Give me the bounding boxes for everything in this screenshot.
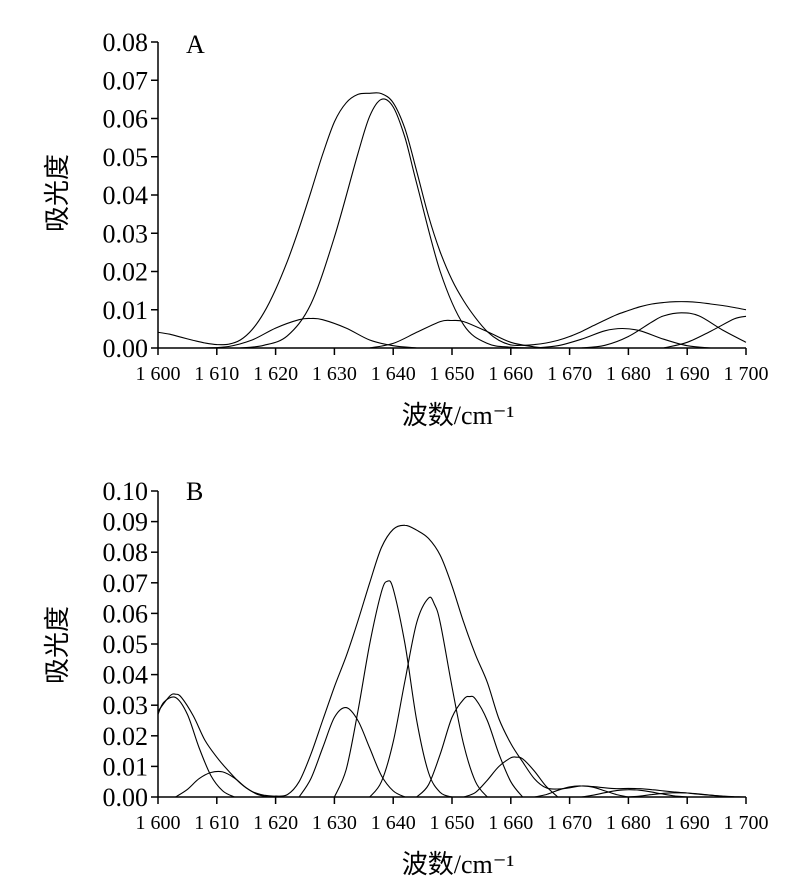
chart-panel-a: A 吸光度 波数/cm⁻¹ 0.00 0.01 0.02 0.03 0.04 0.05 0.… xyxy=(43,28,769,430)
chart-panel-b: B 吸光度 波数/cm⁻¹ 0.000.010.020.030.040.050.… xyxy=(43,477,769,879)
panel-a-y-tick-label: 0.01 xyxy=(103,296,149,325)
panel-b-y-tick-label: 0.01 xyxy=(103,752,149,781)
panel-b-label: B xyxy=(186,477,203,506)
panel-b-fitted-band-line xyxy=(581,789,688,798)
panel-b-fitted-band-line xyxy=(157,696,235,798)
panel-b-fitted-band-line xyxy=(628,792,735,798)
panel-b-x-tick-label: 1 650 xyxy=(430,812,475,834)
panel-b-x-tick-label: 1 630 xyxy=(312,812,357,834)
panel-a-fitted-band-line xyxy=(369,319,547,349)
panel-a-x-tick-label: 1 650 xyxy=(430,363,475,385)
panel-b-y-tick-label: 0.02 xyxy=(103,722,149,751)
panel-a-x-tick-label: 1 700 xyxy=(724,363,769,385)
panel-b-y-tick-label: 0.08 xyxy=(103,538,149,567)
panel-b-x-tick-label: 1 700 xyxy=(724,812,769,834)
panel-b-fitted-band-line xyxy=(369,596,488,798)
panel-b-x-tick-label: 1 660 xyxy=(488,812,533,834)
panel-b-y-axis-label: 吸光度 xyxy=(43,606,72,684)
panel-b-x-tick-label: 1 640 xyxy=(371,812,416,834)
panel-b-x-axis-label: 波数/cm⁻¹ xyxy=(402,850,515,879)
panel-a-y-tick-label: 0.04 xyxy=(103,181,149,210)
panel-b-y-tick-label: 0.10 xyxy=(103,477,149,506)
panel-b-x-tick-label: 1 690 xyxy=(665,812,710,834)
panel-a-fitted-band-line xyxy=(240,98,535,349)
panel-b-x-tick-label: 1 670 xyxy=(547,812,592,834)
panel-a-x-axis-label: 波数/cm⁻¹ xyxy=(402,401,515,430)
panel-a-y-tick-label: 0.02 xyxy=(103,258,149,287)
panel-a-x-tick-label: 1 620 xyxy=(253,363,298,385)
panel-a-x-tick-label: 1 680 xyxy=(606,363,651,385)
panel-a-y-tick-label: 0.08 xyxy=(103,28,149,57)
panel-a-x-tick-label: 1 630 xyxy=(312,363,357,385)
panel-b-x-tick-label: 1 610 xyxy=(194,812,239,834)
panel-a-label: A xyxy=(186,30,205,59)
panel-a-x-tick-label: 1 670 xyxy=(547,363,592,385)
panel-b-y-tick-label: 0.09 xyxy=(103,508,149,537)
panel-a-y-tick-label: 0.06 xyxy=(103,105,149,134)
panel-a-y-tick-label: 0.05 xyxy=(103,143,149,172)
panel-b-fitted-band-line xyxy=(175,770,270,798)
panel-b-y-tick-label: 0.03 xyxy=(103,691,149,720)
panel-a-x-tick-label: 1 610 xyxy=(194,363,239,385)
panel-b-spectrum-line xyxy=(157,524,747,798)
panel-a-fitted-band-line xyxy=(534,327,711,349)
panel-a-fitted-band-line xyxy=(663,315,747,349)
panel-a-y-tick-label: 0.07 xyxy=(103,66,149,95)
panel-b-x-tick-label: 1 620 xyxy=(253,812,298,834)
panel-a-x-tick-label: 1 690 xyxy=(665,363,710,385)
panel-b-fitted-band-line xyxy=(534,785,629,798)
panel-a-y-tick-label: 0.00 xyxy=(103,334,149,363)
panel-a-spectrum-line xyxy=(157,92,747,347)
panel-b-x-tick-label: 1 680 xyxy=(606,812,651,834)
panel-a-x-tick-label: 1 660 xyxy=(488,363,533,385)
panel-b-y-tick-label: 0.06 xyxy=(103,599,149,628)
panel-a-x-tick-label: 1 600 xyxy=(136,363,181,385)
panel-b-y-tick-label: 0.07 xyxy=(103,569,149,598)
panel-b-fitted-band-line xyxy=(463,756,559,798)
panel-a-fitted-band-line xyxy=(204,317,417,349)
panel-b-y-tick-label: 0.05 xyxy=(103,630,149,659)
panel-b-fitted-band-line xyxy=(298,707,406,798)
panel-b-y-tick-label: 0.04 xyxy=(103,661,149,690)
panel-b-x-tick-label: 1 600 xyxy=(136,812,181,834)
panel-b-fitted-band-line xyxy=(333,580,453,798)
panel-a-x-tick-label: 1 640 xyxy=(371,363,416,385)
panel-b-y-tick-label: 0.00 xyxy=(103,783,149,812)
panel-a-fitted-band-line xyxy=(581,312,747,349)
panel-a-y-axis-label: 吸光度 xyxy=(43,154,72,232)
panel-a-y-tick-label: 0.03 xyxy=(103,219,149,248)
